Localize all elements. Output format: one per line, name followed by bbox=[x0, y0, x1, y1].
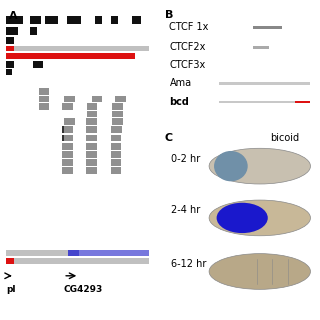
Bar bbox=[86, 126, 97, 133]
Bar bbox=[68, 250, 79, 256]
Bar bbox=[92, 96, 102, 102]
Bar bbox=[86, 135, 97, 141]
Bar bbox=[111, 16, 118, 24]
Bar bbox=[67, 16, 81, 24]
Bar bbox=[62, 151, 73, 157]
Text: CTCF 1x: CTCF 1x bbox=[170, 22, 209, 32]
Bar bbox=[219, 82, 310, 85]
Bar bbox=[62, 167, 73, 174]
Bar bbox=[110, 159, 121, 166]
Bar bbox=[6, 46, 14, 52]
Bar bbox=[6, 258, 149, 264]
Text: bcd: bcd bbox=[170, 97, 189, 107]
Bar bbox=[62, 103, 73, 110]
Text: B: B bbox=[165, 10, 173, 20]
Text: A: A bbox=[9, 11, 18, 21]
Bar bbox=[6, 258, 14, 264]
Bar bbox=[86, 159, 97, 166]
Bar bbox=[86, 167, 97, 174]
Bar bbox=[62, 126, 73, 133]
Bar bbox=[110, 151, 121, 157]
Bar bbox=[6, 69, 12, 75]
Bar bbox=[6, 46, 149, 52]
Bar bbox=[86, 118, 97, 125]
Bar bbox=[39, 88, 49, 95]
Bar bbox=[79, 250, 149, 256]
Bar bbox=[39, 103, 49, 110]
Bar bbox=[64, 96, 75, 102]
Bar bbox=[6, 28, 18, 35]
Bar bbox=[219, 101, 295, 103]
Ellipse shape bbox=[217, 203, 268, 233]
Bar bbox=[110, 126, 122, 133]
Bar bbox=[39, 96, 49, 102]
Ellipse shape bbox=[209, 200, 310, 236]
Text: CTCF2x: CTCF2x bbox=[170, 42, 206, 52]
Text: 2-4 hr: 2-4 hr bbox=[171, 205, 200, 215]
Bar bbox=[95, 16, 102, 24]
Bar bbox=[62, 143, 73, 149]
Bar bbox=[64, 118, 75, 125]
Bar bbox=[62, 135, 64, 141]
Bar bbox=[86, 143, 97, 149]
Bar bbox=[6, 250, 149, 256]
Bar bbox=[110, 167, 121, 174]
Bar bbox=[132, 16, 141, 24]
Bar bbox=[253, 26, 282, 29]
Bar bbox=[87, 111, 97, 117]
Bar bbox=[62, 135, 73, 141]
Text: 0-2 hr: 0-2 hr bbox=[171, 154, 200, 164]
Text: CTCF3x: CTCF3x bbox=[170, 60, 206, 70]
Ellipse shape bbox=[209, 148, 310, 184]
Bar bbox=[6, 61, 14, 68]
Bar bbox=[6, 53, 134, 60]
Text: bicoid: bicoid bbox=[270, 133, 300, 143]
Bar bbox=[110, 135, 121, 141]
Text: C: C bbox=[165, 133, 173, 143]
Text: 6-12 hr: 6-12 hr bbox=[171, 259, 206, 269]
Bar bbox=[87, 103, 97, 110]
Text: pl: pl bbox=[6, 285, 16, 294]
Ellipse shape bbox=[209, 254, 310, 289]
Bar bbox=[112, 103, 123, 110]
Bar bbox=[112, 111, 123, 117]
Bar bbox=[86, 151, 97, 157]
Bar bbox=[6, 16, 23, 24]
Text: CG4293: CG4293 bbox=[63, 285, 102, 294]
Bar bbox=[6, 37, 14, 44]
Bar bbox=[62, 126, 64, 133]
Bar bbox=[115, 96, 126, 102]
Ellipse shape bbox=[214, 151, 248, 181]
Bar bbox=[30, 28, 37, 35]
Bar bbox=[295, 101, 310, 103]
Bar bbox=[62, 159, 73, 166]
Bar bbox=[253, 46, 269, 49]
Bar bbox=[112, 118, 123, 125]
Bar bbox=[45, 16, 58, 24]
Bar bbox=[30, 16, 41, 24]
Bar bbox=[110, 143, 121, 149]
Text: Ama: Ama bbox=[170, 78, 192, 89]
Bar bbox=[33, 61, 43, 68]
